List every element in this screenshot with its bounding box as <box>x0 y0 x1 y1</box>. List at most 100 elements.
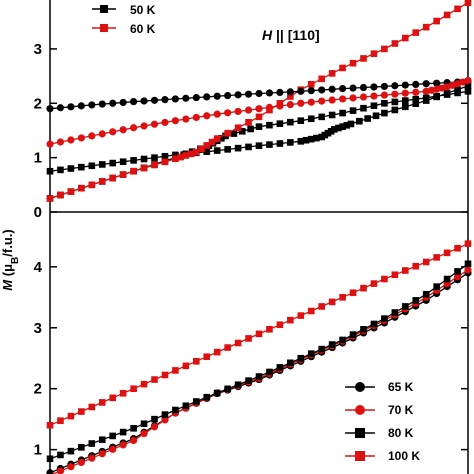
data-point-50-k-0-0-33 <box>335 124 342 132</box>
data-point-50-k-0-1-29 <box>307 115 315 123</box>
data-point-50-k-0-1-19 <box>218 135 225 142</box>
data-point-65-k-0-0-15 <box>203 93 211 101</box>
data-point-50-k-0-1-24 <box>255 123 263 130</box>
data-point-50-k-0-1-41 <box>433 92 440 100</box>
data-point-50-k-0-1-21 <box>230 130 238 137</box>
data-point-65-k-0-0-18 <box>234 91 242 99</box>
data-point-50-k-0-1-37 <box>391 98 399 106</box>
data-point-70-k-0-0-11 <box>161 118 169 127</box>
data-point-65-k-0-0-0 <box>46 105 54 113</box>
data-point-50-k-0-0-26 <box>307 135 315 143</box>
data-point-70-k-1-0-3 <box>77 458 85 467</box>
data-point-80-k-1-0-15 <box>203 393 211 401</box>
legend-label-70-k: 70 K <box>388 403 414 417</box>
data-point-60-k-0-0-3 <box>78 184 85 192</box>
data-point-65-k-0-0-11 <box>161 96 169 104</box>
data-point-50-k-0-0-22 <box>276 140 284 147</box>
data-point-65-k-0-0-9 <box>140 97 148 105</box>
data-point-70-k-0-0-22 <box>276 102 284 110</box>
data-point-50-k-0-0-34 <box>339 123 346 130</box>
data-point-60-k-0-0-30 <box>318 75 325 83</box>
data-point-80-k-1-0-20 <box>255 373 263 380</box>
data-point-70-k-0-0-23 <box>286 101 294 109</box>
data-point-50-k-0-1-42 <box>443 91 451 98</box>
data-point-100-k-1-0-34 <box>402 267 409 274</box>
data-point-70-k-0-0-7 <box>119 126 127 134</box>
y-tick-label-0-0: 0 <box>34 204 42 221</box>
data-point-65-k-0-0-24 <box>297 87 305 95</box>
data-point-80-k-1-0-22 <box>276 364 284 371</box>
data-point-50-k-0-0-42 <box>402 103 409 111</box>
data-point-80-k-1-0-9 <box>140 420 148 428</box>
y-axis-symbol: M <box>0 279 15 291</box>
data-point-60-k-0-0-43 <box>454 5 461 13</box>
data-point-65-k-0-0-13 <box>182 94 190 102</box>
data-point-70-k-1-0-9 <box>140 430 148 438</box>
y-tick-label-1-4: 4 <box>34 259 43 276</box>
legend-label-100-k: 100 K <box>388 449 420 463</box>
data-point-50-k-0-0-27 <box>313 134 320 142</box>
data-point-60-k-0-0-14 <box>182 152 190 159</box>
legend-label-60k: 60 K <box>130 22 156 36</box>
data-point-60-k-0-0-9 <box>140 164 148 172</box>
data-point-50-k-0-0-11 <box>161 152 169 160</box>
data-point-80-k-1-0-31 <box>370 320 378 328</box>
data-point-70-k-0-0-8 <box>130 124 138 132</box>
data-point-50-k-0-0-35 <box>343 121 351 129</box>
data-point-80-k-1-0-33 <box>391 309 399 316</box>
data-point-65-k-0-0-29 <box>349 84 357 92</box>
data-point-60-k-0-0-16 <box>193 148 200 156</box>
data-point-70-k-0-0-34 <box>401 89 409 97</box>
data-point-65-k-0-0-3 <box>77 102 85 110</box>
data-point-50-k-0-1-26 <box>276 120 284 127</box>
data-point-50-k-0-0-24 <box>297 138 305 145</box>
data-point-100-k-1-0-22 <box>276 321 284 329</box>
data-point-80-k-1-0-35 <box>412 297 420 304</box>
data-point-100-k-1-0-4 <box>88 403 96 411</box>
data-point-100-k-1-0-40 <box>464 240 472 247</box>
data-point-70-k-1-0-4 <box>88 454 96 462</box>
data-point-80-k-1-0-23 <box>287 359 294 367</box>
data-point-100-k-1-0-20 <box>255 330 263 338</box>
data-point-50-k-0-0-16 <box>213 147 221 154</box>
data-point-60-k-0-0-0 <box>46 195 54 202</box>
data-point-50-k-0-0-39 <box>372 112 380 120</box>
data-point-70-k-0-0-24 <box>297 99 305 107</box>
data-point-60-k-0-0-31 <box>328 70 336 77</box>
data-point-65-k-0-0-30 <box>359 83 368 92</box>
data-point-60-k-0-0-40 <box>422 23 430 31</box>
data-point-80-k-1-0-16 <box>213 389 221 397</box>
data-point-70-k-0-0-32 <box>380 91 388 99</box>
data-point-70-k-0-0-17 <box>224 109 232 117</box>
data-point-70-k-0-0-2 <box>67 136 75 144</box>
data-point-60-k-0-0-34 <box>360 55 367 62</box>
data-point-70-k-1-0-39 <box>453 273 462 281</box>
data-point-70-k-1-0-7 <box>119 441 127 449</box>
data-point-80-k-1-0-14 <box>193 398 200 405</box>
data-point-50-k-0-0-21 <box>266 141 273 148</box>
legend-item-50k: 50 K <box>92 3 156 17</box>
data-point-50-k-0-1-44 <box>464 88 472 95</box>
data-point-70-k-0-0-21 <box>265 103 274 111</box>
data-point-60-k-0-0-29 <box>307 80 315 88</box>
data-point-100-k-1-0-31 <box>370 280 378 287</box>
data-point-80-k-1-0-1 <box>57 451 64 459</box>
legend-marker-80-k <box>355 428 365 438</box>
data-point-50-k-0-1-28 <box>297 117 305 124</box>
data-point-60-k-0-0-23 <box>245 119 252 126</box>
data-point-50-k-0-0-0 <box>46 167 54 175</box>
data-point-70-k-0-0-33 <box>391 90 399 98</box>
data-point-100-k-1-0-6 <box>109 394 116 402</box>
data-point-50-k-0-0-38 <box>364 115 371 122</box>
data-point-100-k-1-0-2 <box>67 412 75 420</box>
data-point-100-k-1-0-36 <box>422 258 430 266</box>
data-point-70-k-0-0-27 <box>328 96 336 104</box>
data-point-100-k-1-0-16 <box>213 348 221 356</box>
data-point-70-k-0-0-4 <box>88 132 96 140</box>
data-point-50-k-0-0-43 <box>412 100 420 107</box>
data-point-50-k-0-1-43 <box>454 89 461 97</box>
data-point-50-k-0-0-36 <box>347 120 355 128</box>
series-line-70-k-1-0 <box>51 269 469 474</box>
data-point-100-k-1-0-0 <box>46 421 54 429</box>
